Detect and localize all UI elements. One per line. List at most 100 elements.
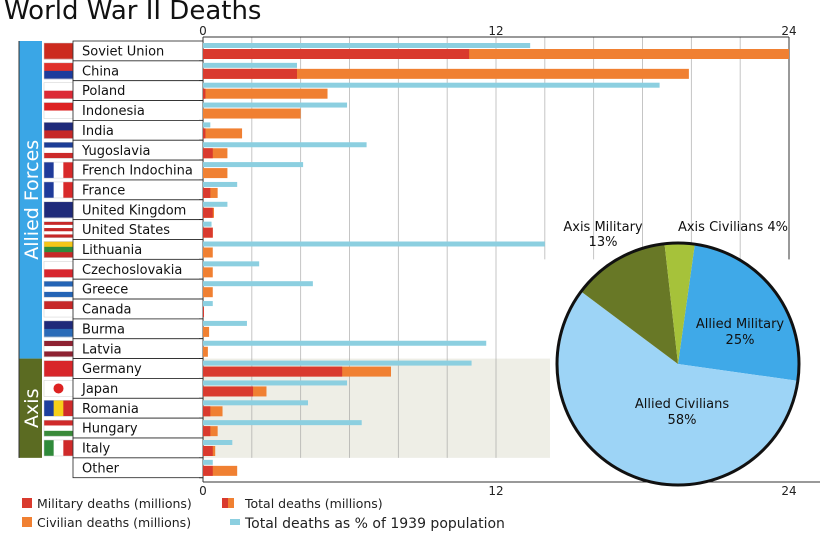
flag-stripe <box>44 351 73 358</box>
flag-stripe <box>44 201 73 219</box>
flag-stripe <box>44 110 73 119</box>
percent-bar <box>203 241 545 247</box>
legend-military: Military deaths (millions) <box>37 496 192 511</box>
flag-stripe <box>44 147 73 154</box>
group-band <box>19 41 42 359</box>
civilian-bar <box>203 128 243 139</box>
flag-stripe <box>53 162 64 179</box>
legend-swatch-civilian <box>22 517 32 527</box>
country-label: United States <box>82 223 170 238</box>
flag-stripe <box>44 291 73 298</box>
civilian-bar <box>203 406 223 417</box>
chart-title: World War II Deaths <box>4 0 262 26</box>
country-label: Latvia <box>82 342 122 357</box>
flag-icon <box>43 42 74 60</box>
military-bar <box>203 465 213 476</box>
military-bar <box>203 446 213 456</box>
pie-slice <box>557 291 798 486</box>
flag-stripe <box>44 281 73 287</box>
bottom-tick-label: 24 <box>781 484 796 498</box>
flag-icon <box>43 221 74 238</box>
flag-stripe <box>44 430 73 437</box>
military-bar <box>203 128 206 139</box>
flag-stripe <box>44 261 73 270</box>
legend-total: Total deaths (millions) <box>244 496 383 511</box>
flag-icon <box>43 300 74 318</box>
flag-icon <box>43 62 74 80</box>
percent-bar <box>203 301 213 307</box>
percent-bar <box>203 122 211 128</box>
flag-stripe <box>44 62 73 72</box>
civilian-bar <box>203 287 213 298</box>
country-label: India <box>82 124 114 139</box>
flag-icon <box>43 142 74 159</box>
legend-civilian: Civilian deaths (millions) <box>37 515 191 530</box>
percent-bar <box>203 221 212 227</box>
flag-stripe <box>44 142 73 148</box>
legend-swatch-percent <box>230 519 240 525</box>
military-bar <box>203 68 298 79</box>
flag-stripe <box>53 440 64 456</box>
flag-stripe <box>44 234 73 238</box>
flag-icon <box>43 102 74 119</box>
country-label: Italy <box>82 442 111 457</box>
flag-icon <box>43 181 74 199</box>
flag-stripe <box>44 130 73 139</box>
flag-stripe <box>44 309 73 318</box>
top-tick-label: 12 <box>488 24 503 38</box>
flag-stripe <box>63 162 74 179</box>
percent-bar <box>203 380 348 386</box>
flag-icon <box>43 241 74 258</box>
military-bar <box>203 386 254 397</box>
flag-icon <box>43 82 74 99</box>
flag-stripe <box>44 420 73 426</box>
civilian-bar <box>203 168 228 179</box>
pie-slice <box>581 243 678 364</box>
civilian-bar <box>203 49 789 59</box>
military-bar <box>203 366 343 377</box>
pie-label: Allied Civilians <box>635 397 730 412</box>
military-bar <box>203 49 470 59</box>
flag-icon <box>43 122 74 139</box>
country-label: Other <box>82 461 120 476</box>
military-bar <box>203 227 213 238</box>
flag-stripe <box>44 425 73 432</box>
flag-stripe <box>44 400 54 417</box>
military-bar <box>203 307 204 318</box>
flag-icon <box>43 360 74 377</box>
flag-icon <box>43 320 74 338</box>
percent-bar <box>203 420 362 426</box>
flag-stripe <box>53 181 64 198</box>
civilian-bar <box>203 346 208 357</box>
pie-label: 13% <box>589 235 618 250</box>
percent-bar <box>203 62 298 68</box>
civilian-bar <box>203 326 210 337</box>
flag-stripe <box>63 181 74 198</box>
flag-stripe <box>44 252 73 258</box>
country-label: French Indochina <box>82 164 193 179</box>
percent-bar <box>203 440 233 445</box>
civilian-bar <box>203 148 228 159</box>
flag-stripe <box>44 152 73 159</box>
flag-icon <box>43 340 74 358</box>
country-label: Poland <box>82 84 125 99</box>
country-label: Lithuania <box>82 243 142 258</box>
flag-icon <box>43 400 74 417</box>
flag-stripe <box>44 301 73 310</box>
flag-stripe <box>44 90 73 99</box>
legend-swatch-total-military <box>222 498 228 508</box>
percent-bar <box>203 43 531 48</box>
bottom-tick-label: 0 <box>199 484 207 498</box>
civilian-bar <box>203 68 689 79</box>
percent-bar <box>203 261 260 267</box>
military-bar <box>203 148 213 159</box>
percent-bar <box>203 181 238 187</box>
country-label: Soviet Union <box>82 45 164 60</box>
country-label: Greece <box>82 283 128 298</box>
flag-stripe <box>44 231 73 235</box>
percent-bar <box>203 201 228 207</box>
civilian-bar <box>203 267 213 278</box>
pie-label: Axis Military <box>563 220 643 235</box>
civilian-bar <box>203 247 213 258</box>
flag-icon <box>43 439 74 457</box>
